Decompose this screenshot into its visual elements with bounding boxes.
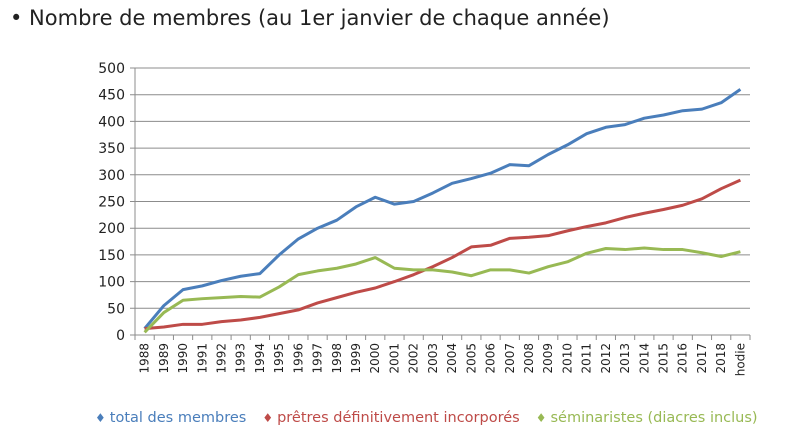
series-line-0	[143, 88, 742, 330]
x-tick-label: hodie	[733, 343, 747, 376]
diamond-marker-icon: ♦	[535, 411, 547, 425]
x-tick-label: 1998	[330, 343, 344, 374]
y-tick-label: 250	[98, 195, 125, 211]
x-tick-label: 1995	[272, 343, 286, 374]
x-tick-label: 1988	[138, 343, 152, 374]
x-tick-label: 2001	[387, 343, 401, 374]
y-tick-label: 300	[98, 168, 125, 184]
x-tick-label: 2015	[657, 343, 671, 374]
x-tick-label: 2005	[464, 343, 478, 374]
x-tick-label: 1990	[176, 343, 190, 374]
y-tick-label: 50	[107, 301, 125, 317]
x-tick-label: 2004	[445, 343, 459, 374]
x-tick-label: 2008	[522, 343, 536, 374]
chart-title: • Nombre de membres (au 1er janvier de c…	[10, 6, 610, 30]
diamond-marker-icon: ♦	[95, 411, 106, 425]
y-tick-label: 350	[98, 141, 125, 157]
diamond-marker-icon: ♦	[262, 411, 274, 425]
x-tick-label: 2017	[695, 343, 709, 374]
legend-label: séminaristes (diacres inclus)	[550, 410, 758, 426]
x-tick-label: 2014	[637, 343, 651, 374]
x-tick-label: 2007	[503, 343, 517, 374]
series-line-2	[143, 246, 741, 334]
y-tick-label: 0	[116, 328, 125, 344]
x-tick-label: 2018	[714, 343, 728, 374]
x-tick-label: 2006	[484, 343, 498, 374]
x-tick-label: 1999	[349, 343, 363, 374]
x-tick-label: 2002	[407, 343, 421, 374]
x-tick-label: 2010	[560, 343, 574, 374]
x-tick-label: 2000	[368, 343, 382, 374]
x-tick-label: 2003	[426, 343, 440, 374]
x-tick-label: 1989	[157, 343, 171, 374]
legend-label: prêtres définitivement incorporés	[277, 410, 520, 426]
legend-item: ♦ total des membres	[95, 410, 246, 426]
legend: ♦ total des membres ♦ prêtres définitivemen…	[95, 410, 758, 426]
x-tick-label: 1996	[291, 343, 305, 374]
y-tick-label: 150	[98, 248, 125, 264]
y-tick-label: 500	[98, 61, 125, 77]
x-tick-label: 1992	[214, 343, 228, 374]
x-tick-label: 2016	[676, 343, 690, 374]
x-tick-label: 2012	[599, 343, 613, 374]
series-line-1	[144, 178, 741, 331]
y-tick-label: 400	[98, 114, 125, 130]
x-tick-label: 1991	[195, 343, 209, 374]
x-tick-label: 1993	[234, 343, 248, 374]
x-tick-label: 2013	[618, 343, 632, 374]
x-tick-label: 2011	[580, 343, 594, 374]
x-tick-label: 2009	[541, 343, 555, 374]
y-tick-label: 100	[98, 275, 125, 291]
legend-item: ♦ séminaristes (diacres inclus)	[536, 410, 758, 426]
y-tick-label: 200	[98, 221, 125, 237]
y-tick-label: 450	[98, 88, 125, 104]
x-tick-label: 1997	[311, 343, 325, 374]
x-tick-label: 1994	[253, 343, 267, 374]
legend-item: ♦ prêtres définitivement incorporés	[262, 410, 519, 426]
legend-label: total des membres	[109, 410, 247, 426]
